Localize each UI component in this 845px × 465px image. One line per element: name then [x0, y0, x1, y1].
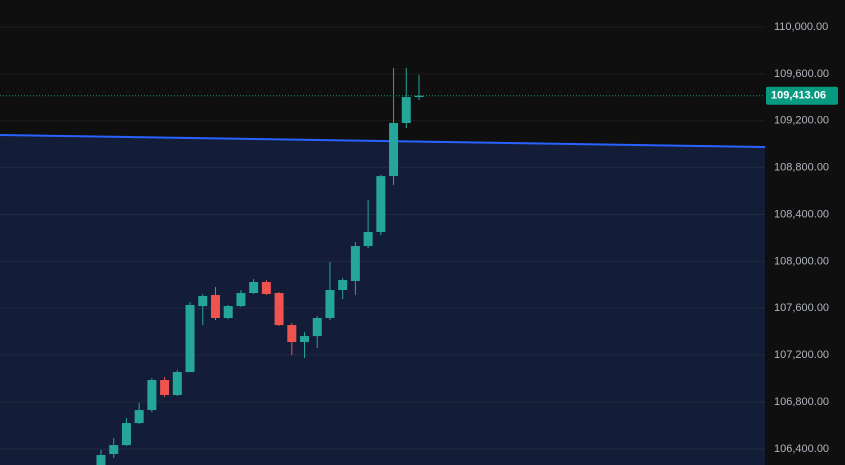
- y-tick-label: 108,000.00: [774, 255, 829, 267]
- candle-body: [109, 445, 119, 454]
- candle-body: [223, 306, 233, 319]
- candle-body: [401, 97, 411, 123]
- candle-body: [236, 293, 246, 307]
- y-tick-label: 106,400.00: [774, 443, 829, 455]
- y-tick-label: 107,600.00: [774, 302, 829, 314]
- candle-body: [363, 231, 373, 247]
- candle-body: [198, 295, 208, 307]
- candle-body: [300, 336, 310, 343]
- trendline: [0, 134, 766, 148]
- candle-body: [350, 246, 360, 281]
- y-tick-label: 108,800.00: [774, 162, 829, 174]
- candle-body: [96, 455, 106, 465]
- candle-body: [389, 122, 399, 177]
- y-tick-label: 110,000.00: [774, 21, 828, 33]
- candle-body: [172, 372, 182, 396]
- candle-body: [338, 280, 348, 290]
- candle-body: [185, 304, 195, 373]
- last-price-label: 109,413.06: [771, 90, 826, 102]
- candle-body: [287, 325, 297, 343]
- candle-body: [414, 95, 424, 98]
- y-tick-label: 106,800.00: [774, 396, 829, 408]
- candle-body: [160, 380, 170, 396]
- y-tick-label: 108,400.00: [774, 208, 829, 220]
- candle-body: [274, 293, 284, 326]
- y-tick-label: 109,600.00: [774, 68, 829, 80]
- trendline-area: [0, 135, 765, 465]
- candle-body: [134, 410, 144, 424]
- y-tick-label: 107,200.00: [774, 349, 829, 361]
- candle-body: [210, 295, 220, 319]
- candle-body: [121, 423, 131, 446]
- candle-body: [325, 289, 335, 319]
- y-tick-label: 109,200.00: [774, 115, 829, 127]
- candle-body: [376, 176, 386, 232]
- candle-body: [312, 318, 322, 337]
- candle-body: [249, 282, 259, 294]
- candle-body: [261, 282, 271, 294]
- last-price-badge: [766, 86, 838, 105]
- candle-body: [147, 380, 157, 411]
